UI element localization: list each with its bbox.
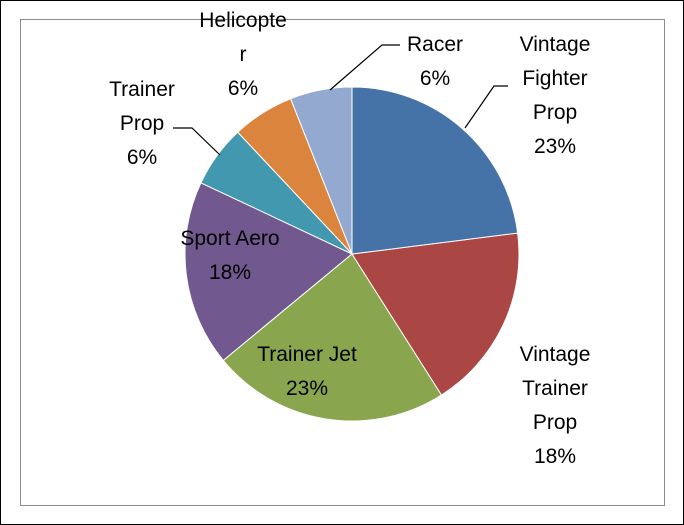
- label-name: Trainer Prop: [109, 78, 175, 135]
- leader-line: [329, 44, 400, 91]
- label-value: 6%: [126, 146, 158, 169]
- data-label: Sport Aero 18%: [180, 222, 280, 290]
- data-label: Vintage Trainer Prop 18%: [505, 338, 605, 474]
- label-name: Racer: [406, 33, 464, 56]
- leader-line: [464, 85, 508, 129]
- pie-slice: [351, 232, 520, 396]
- leader-line: [173, 127, 221, 156]
- label-value: 23%: [533, 135, 577, 158]
- data-label: Vintage Fighter Prop 23%: [505, 28, 605, 164]
- data-label: Racer 6%: [395, 28, 475, 96]
- pie-slice: [184, 182, 353, 362]
- label-name: Vintage Fighter Prop: [519, 33, 591, 124]
- data-label: Trainer Prop 6%: [90, 73, 194, 175]
- label-name: Sport Aero: [180, 227, 280, 250]
- pie-slice: [351, 86, 519, 255]
- label-value: 18%: [533, 445, 577, 468]
- pie-slice: [222, 253, 443, 422]
- chart-area: [20, 19, 665, 506]
- data-label: Helicopter 6%: [196, 4, 290, 106]
- label-value: 23%: [285, 377, 329, 400]
- label-name: Trainer Jet: [257, 343, 357, 366]
- leader-lines: [173, 44, 508, 156]
- data-label: Trainer Jet 23%: [257, 338, 357, 406]
- label-value: 6%: [419, 67, 451, 90]
- label-value: 18%: [208, 261, 252, 284]
- label-name: Vintage Trainer Prop: [519, 343, 591, 434]
- label-name: Helicopter: [199, 9, 287, 66]
- label-value: 6%: [227, 77, 259, 100]
